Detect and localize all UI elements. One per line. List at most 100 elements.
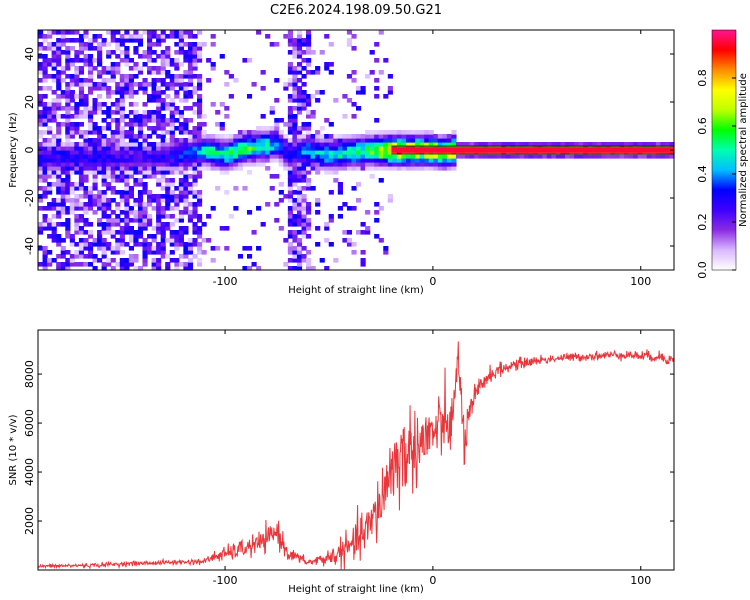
heatmap-cell	[183, 154, 189, 159]
heatmap-cell	[351, 78, 357, 83]
heatmap-cell	[147, 242, 153, 247]
heatmap-cell	[296, 54, 303, 59]
heatmap-cell	[38, 246, 44, 251]
heatmap-cell	[156, 142, 162, 147]
heatmap-cell	[51, 46, 57, 51]
heatmap-cell	[133, 134, 139, 139]
heatmap-cell	[306, 102, 312, 107]
heatmap-cell	[128, 158, 134, 163]
heatmap-cell	[142, 110, 148, 115]
heatmap-cell	[69, 242, 75, 247]
heatmap-cell	[115, 130, 121, 135]
heatmap-cell	[315, 70, 321, 75]
heatmap-cell	[142, 30, 148, 35]
heatmap-cell	[228, 146, 234, 151]
heatmap-cell	[74, 162, 80, 167]
heatmap-cell	[151, 246, 157, 251]
heatmap-cell	[69, 122, 75, 127]
heatmap-cell	[187, 106, 194, 111]
heatmap-cell	[183, 226, 189, 231]
heatmap-cell	[292, 90, 298, 95]
heatmap-cell	[183, 150, 189, 155]
heatmap-cell	[260, 142, 266, 147]
heatmap-cell	[133, 66, 139, 71]
heatmap-cell	[292, 158, 298, 163]
heatmap-cell	[124, 30, 130, 35]
heatmap-cell	[333, 162, 339, 167]
heatmap-cell	[192, 138, 198, 143]
heatmap-cell	[124, 174, 130, 179]
heatmap-cell	[128, 194, 134, 199]
heatmap-cell	[74, 226, 80, 231]
heatmap-cell	[256, 246, 262, 251]
heatmap-cell	[56, 106, 62, 111]
heatmap-cell	[183, 262, 189, 267]
heatmap-cell	[74, 230, 80, 235]
heatmap-cell	[301, 146, 307, 151]
heatmap-cell	[592, 142, 598, 147]
heatmap-cell	[392, 154, 398, 159]
heatmap-cell	[151, 66, 157, 71]
heatmap-cell	[87, 110, 94, 115]
heatmap-cell	[106, 258, 112, 263]
heatmap-cell	[119, 226, 125, 231]
heatmap-cell	[128, 90, 134, 95]
heatmap-cell	[47, 206, 53, 211]
heatmap-cell	[165, 266, 171, 271]
heatmap-cell	[292, 170, 298, 175]
heatmap-cell	[165, 102, 171, 107]
heatmap-cell	[156, 102, 162, 107]
heatmap-cell	[374, 146, 380, 151]
heatmap-cell	[87, 170, 94, 175]
heatmap-cell	[174, 206, 180, 211]
heatmap-cell	[92, 98, 98, 103]
heatmap-cell	[83, 138, 89, 143]
heatmap-cell	[315, 226, 321, 231]
heatmap-cell	[119, 178, 125, 183]
heatmap-cell	[328, 146, 334, 151]
heatmap-cell	[106, 206, 112, 211]
heatmap-cell	[265, 154, 271, 159]
heatmap-cell	[101, 262, 107, 267]
heatmap-cell	[428, 158, 434, 163]
heatmap-cell	[47, 110, 53, 115]
heatmap-cell	[65, 134, 71, 139]
heatmap-cell	[392, 166, 398, 171]
heatmap-cell	[346, 30, 353, 35]
heatmap-cell	[101, 158, 107, 163]
heatmap-cell	[110, 138, 116, 143]
heatmap-cell	[187, 242, 194, 247]
heatmap-cell	[301, 166, 307, 171]
heatmap-cell	[133, 90, 139, 95]
heatmap-cell	[69, 258, 75, 263]
heatmap-cell	[192, 54, 198, 59]
heatmap-cell	[147, 46, 153, 51]
heatmap-cell	[92, 142, 98, 147]
heatmap-cell	[197, 114, 203, 119]
heatmap-cell	[119, 34, 125, 39]
heatmap-cell	[651, 142, 657, 147]
heatmap-cell	[287, 142, 293, 147]
heatmap-cell	[74, 54, 80, 59]
heatmap-cell	[151, 266, 157, 271]
heatmap-cell	[378, 206, 384, 211]
heatmap-cell	[142, 242, 148, 247]
heatmap-cell	[156, 166, 162, 171]
heatmap-cell	[101, 226, 107, 231]
heatmap-cell	[101, 150, 107, 155]
heatmap-cell	[442, 158, 448, 163]
heatmap-cell	[69, 234, 75, 239]
heatmap-cell	[183, 230, 189, 235]
heatmap-cell	[296, 162, 303, 167]
heatmap-cell	[51, 42, 57, 47]
heatmap-cell	[151, 150, 157, 155]
heatmap-cell	[306, 222, 312, 227]
heatmap-cell	[165, 222, 171, 227]
heatmap-cell	[374, 218, 380, 223]
heatmap-cell	[269, 142, 275, 147]
heatmap-cell	[151, 194, 157, 199]
heatmap-cell	[97, 170, 103, 175]
heatmap-cell	[97, 82, 103, 87]
heatmap-cell	[197, 246, 203, 251]
heatmap-cell	[56, 142, 62, 147]
